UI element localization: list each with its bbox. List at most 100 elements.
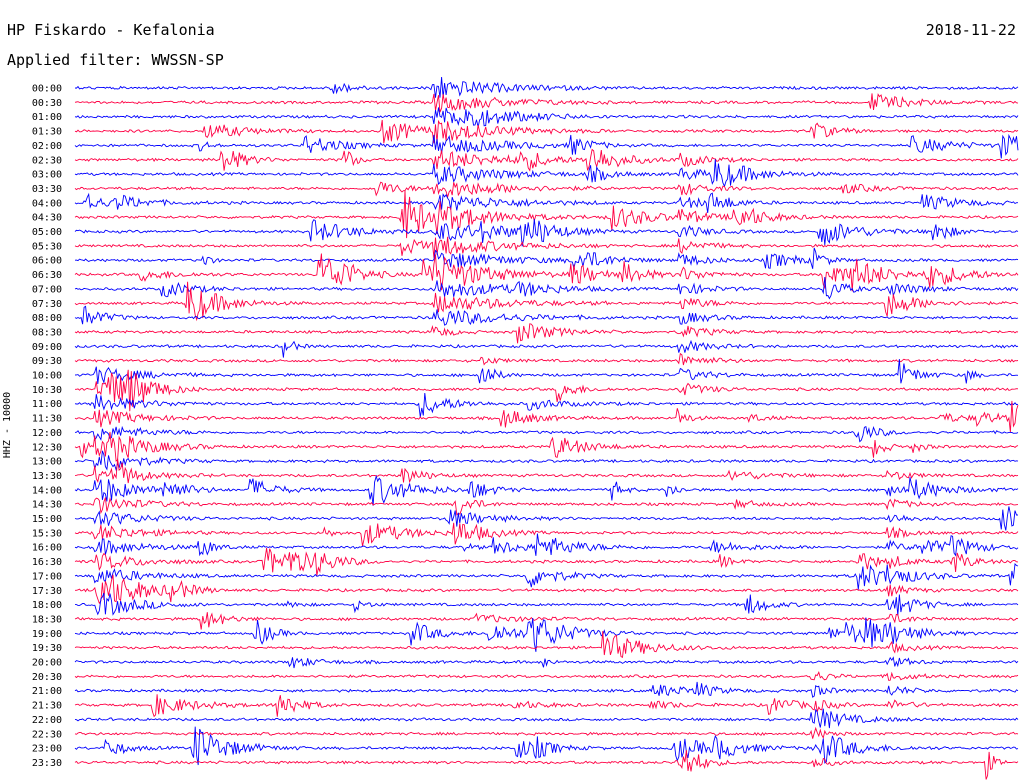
trace-row — [74, 694, 1019, 718]
trace-row — [75, 592, 1019, 616]
trace-row — [74, 133, 1019, 159]
time-tick-label: 02:30 — [32, 155, 62, 166]
time-tick-label: 14:30 — [32, 500, 62, 511]
trace-row — [74, 425, 1019, 443]
time-tick-label: 05:30 — [32, 241, 62, 252]
trace-row — [74, 547, 1019, 576]
trace-row — [74, 726, 1019, 740]
time-tick-label: 03:30 — [32, 184, 62, 195]
time-tick-label: 09:00 — [32, 342, 62, 353]
trace-row — [74, 76, 1019, 98]
time-tick-label: 07:00 — [32, 284, 62, 295]
time-tick-label: 20:00 — [32, 658, 62, 669]
time-tick-label: 09:30 — [32, 356, 62, 367]
time-tick-label: 08:00 — [32, 313, 62, 324]
time-tick-label: 23:00 — [32, 744, 62, 755]
trace-row — [74, 400, 1019, 433]
time-tick-label: 05:00 — [32, 227, 62, 238]
time-tick-label: 12:30 — [32, 442, 62, 453]
time-tick-label: 06:30 — [32, 270, 62, 281]
trace-row — [74, 458, 1019, 484]
trace-row — [75, 574, 1019, 605]
time-tick-label: 21:00 — [32, 686, 62, 697]
trace-row — [74, 107, 1019, 128]
time-tick-label: 17:00 — [32, 571, 62, 582]
time-tick-label: 20:30 — [32, 672, 62, 683]
time-tick-label: 02:00 — [32, 141, 62, 152]
trace-row — [74, 247, 1019, 269]
time-tick-label: 23:30 — [32, 758, 62, 769]
time-tick-label: 01:00 — [32, 112, 62, 123]
time-tick-label: 11:00 — [32, 399, 62, 410]
trace-row — [74, 612, 1019, 630]
time-tick-label: 16:00 — [32, 543, 62, 554]
trace-row — [74, 119, 1019, 144]
time-tick-label: 04:00 — [32, 198, 62, 209]
time-tick-label: 10:00 — [32, 371, 62, 382]
trace-row — [74, 681, 1019, 698]
trace-row — [74, 474, 1019, 506]
trace-row — [74, 708, 1019, 729]
time-tick-label: 22:00 — [32, 715, 62, 726]
time-tick-label: 00:30 — [32, 98, 62, 109]
trace-row — [74, 159, 1019, 188]
time-tick-label: 04:30 — [32, 213, 62, 224]
time-tick-label: 21:30 — [32, 701, 62, 712]
time-tick-label: 08:30 — [32, 327, 62, 338]
time-tick-label: 00:00 — [32, 84, 62, 95]
trace-row — [74, 359, 1019, 385]
trace-row — [74, 431, 1019, 462]
trace-row — [74, 339, 1019, 358]
time-tick-label: 18:30 — [32, 614, 62, 625]
trace-row — [74, 305, 1019, 326]
trace-row — [74, 671, 1019, 681]
trace-row — [74, 253, 1019, 292]
trace-row — [74, 506, 1018, 531]
plot-title: HP Fiskardo - Kefalonia — [7, 21, 215, 39]
date-label: 2018-11-22 — [925, 21, 1016, 39]
time-tick-label: 16:30 — [32, 557, 62, 568]
trace-row — [74, 276, 1019, 300]
trace-row — [74, 617, 1019, 652]
trace-row — [74, 656, 1019, 669]
time-tick-label: 11:30 — [32, 414, 62, 425]
trace-row — [74, 630, 1019, 658]
trace-row — [74, 192, 1018, 213]
trace-row — [74, 190, 1019, 239]
trace-row — [74, 497, 1019, 516]
time-tick-label: 19:30 — [32, 643, 62, 654]
trace-row — [74, 323, 1019, 344]
filter-label: Applied filter: WWSSN-SP — [7, 51, 224, 69]
time-tick-label: 12:00 — [32, 428, 62, 439]
trace-row — [74, 281, 1019, 322]
time-tick-label: 15:00 — [32, 514, 62, 525]
time-tick-label: 22:30 — [32, 729, 62, 740]
trace-row — [74, 750, 1019, 780]
trace-row — [74, 93, 1019, 113]
time-tick-label: 18:00 — [32, 600, 62, 611]
time-tick-label: 14:00 — [32, 485, 62, 496]
trace-row — [75, 369, 1019, 412]
trace-row — [74, 148, 1019, 172]
time-tick-label: 07:30 — [32, 299, 62, 310]
trace-row — [74, 533, 1019, 557]
trace-row — [74, 726, 1019, 766]
time-tick-label: 01:30 — [32, 127, 62, 138]
time-tick-label: 19:00 — [32, 629, 62, 640]
time-tick-label: 13:30 — [32, 471, 62, 482]
trace-row — [74, 236, 1019, 258]
time-tick-label: 06:00 — [32, 256, 62, 267]
time-tick-label: 13:00 — [32, 457, 62, 468]
trace-row — [74, 181, 1019, 199]
trace-row — [74, 563, 1019, 590]
time-tick-label: 15:30 — [32, 528, 62, 539]
traces-layer — [74, 76, 1019, 780]
trace-row — [74, 392, 1019, 418]
trace-row — [74, 218, 1019, 247]
time-tick-label: 03:00 — [32, 170, 62, 181]
time-tick-label: 10:30 — [32, 385, 62, 396]
trace-row — [74, 450, 1019, 472]
time-ticks-layer: 00:00 00:30 01:00 01:30 02:00 02:30 03:00 03:30… — [32, 84, 62, 769]
time-tick-label: 17:30 — [32, 586, 62, 597]
